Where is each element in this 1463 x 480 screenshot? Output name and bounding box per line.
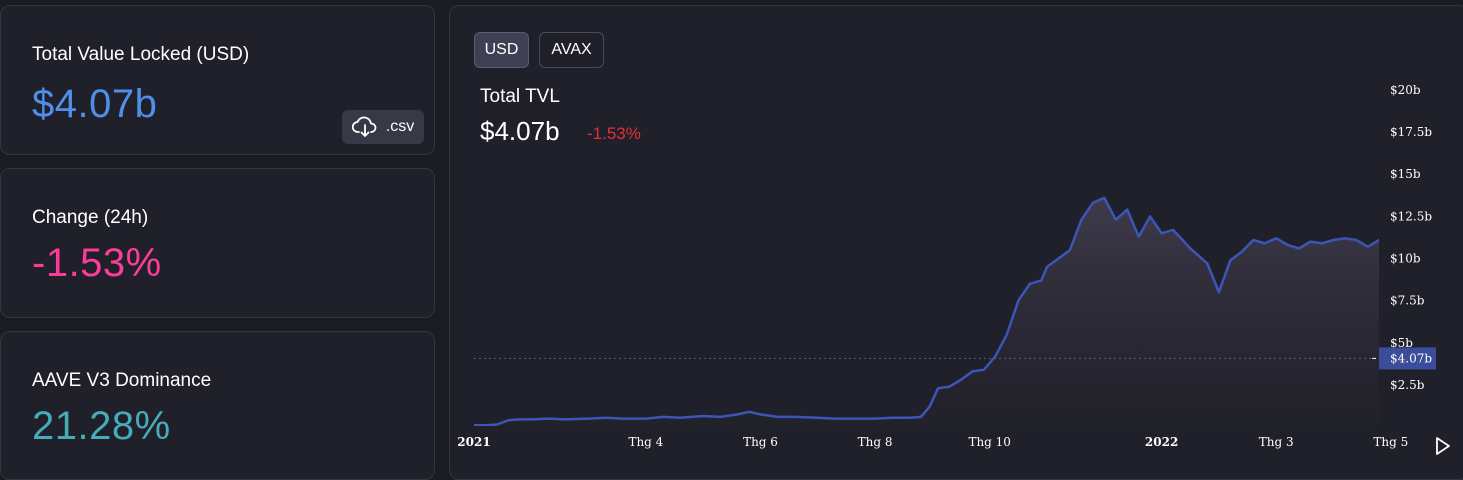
x-tick-label: Thg 3 [1259,435,1294,449]
tvl-series-line [474,196,1379,426]
x-tick-label: Thg 4 [628,435,663,449]
dominance-card: AAVE V3 Dominance 21.28% [0,331,435,480]
tvl-value: $4.07b [32,82,158,126]
change-card: Change (24h) -1.53% [0,168,435,318]
cloud-download-icon [351,116,377,137]
x-tick-label: 2022 [1145,435,1178,449]
tvl-area-chart[interactable]: $2.5b $5b $7.5b $10b $12.5b $15b $17.5b $20b 20… [450,6,1462,476]
play-icon[interactable] [1436,437,1450,455]
y-tick-label: $12.5b [1390,209,1432,223]
x-tick-label: Thg 10 [968,435,1011,449]
tvl-card: Total Value Locked (USD) $4.07b .csv [0,5,435,155]
current-value-badge [1379,347,1436,370]
y-tick-label: $17.5b [1390,125,1432,139]
current-value-badge-label: $4.07b [1390,351,1432,365]
y-tick-label: $10b [1390,252,1421,266]
x-tick-label: Thg 6 [743,435,778,449]
tvl-label: Total Value Locked (USD) [32,44,250,65]
y-tick-label: $20b [1390,83,1421,97]
y-tick-label: $2.5b [1390,378,1425,392]
avax-toggle-button[interactable]: AVAX [539,32,604,68]
dominance-value: 21.28% [32,404,171,448]
change-value: -1.53% [32,241,162,285]
dominance-label: AAVE V3 Dominance [32,370,212,391]
chart-change-value: -1.53% [587,124,641,143]
change-label: Change (24h) [32,207,149,228]
y-tick-label: $7.5b [1390,294,1425,308]
usd-toggle-button[interactable]: USD [474,32,529,68]
y-tick-label: $15b [1390,167,1421,181]
y-tick-label: $5b [1390,336,1413,350]
x-tick-label: Thg 8 [858,435,893,449]
download-csv-button[interactable]: .csv [342,110,424,144]
x-tick-label: Thg 5 [1373,435,1408,449]
chart-title: Total TVL [480,86,560,107]
chart-total-value: $4.07b [480,116,560,146]
csv-label: .csv [385,118,415,135]
tvl-area-fill [474,197,1379,426]
chart-panel: USD AVAX Total TVL $4.07b -1.53% $2.5b $5… [449,5,1463,480]
x-tick-label: 2021 [457,435,490,449]
